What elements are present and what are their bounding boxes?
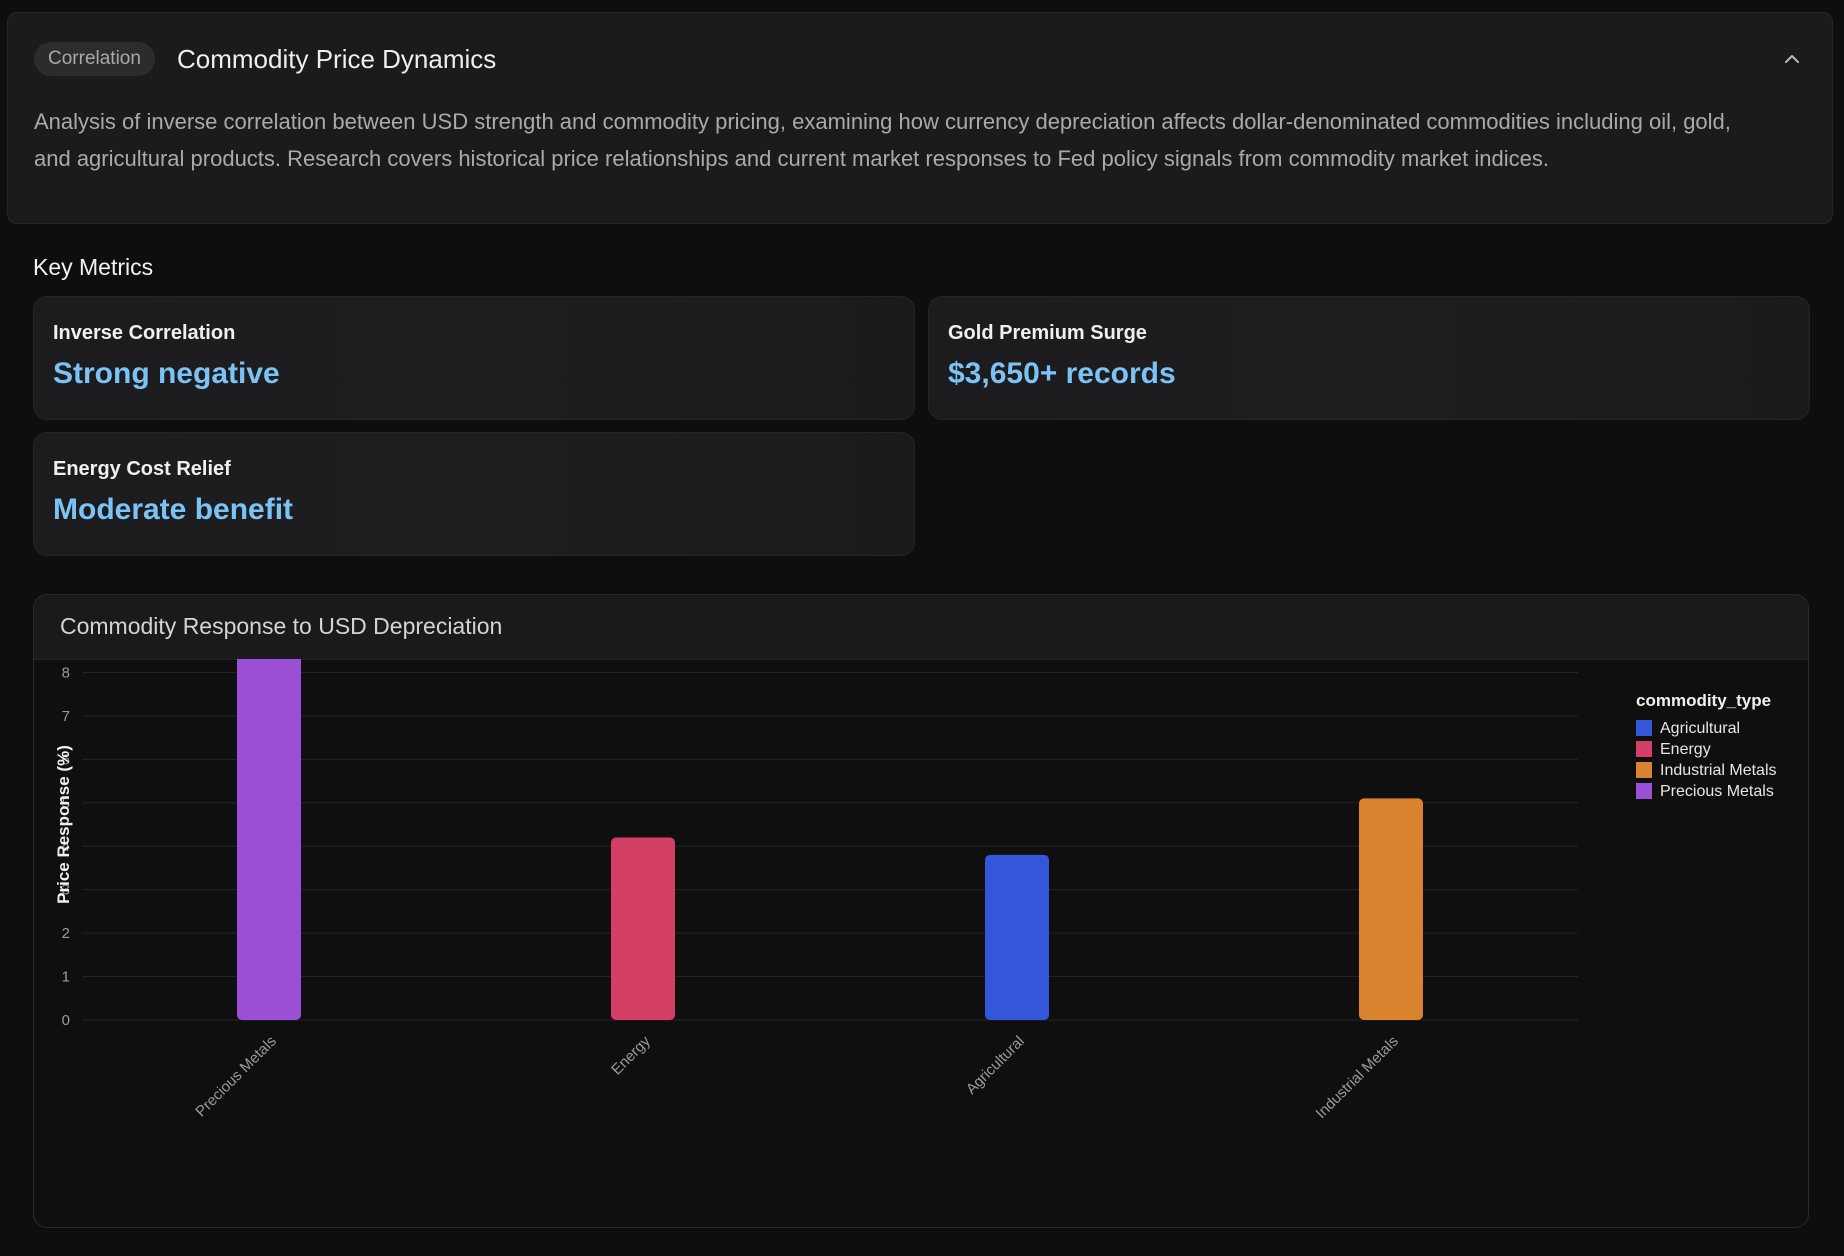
metric-label: Inverse Correlation <box>53 322 236 344</box>
legend-item-label: Energy <box>1660 741 1711 758</box>
x-tick-label: Energy <box>608 1032 654 1078</box>
y-axis-ticks: 0123456789 <box>62 664 70 1029</box>
legend-swatch <box>1636 762 1652 778</box>
metric-card-gold-premium: Gold Premium Surge $3,650+ records <box>928 296 1810 420</box>
metric-card-energy-cost: Energy Cost Relief Moderate benefit <box>33 432 915 556</box>
legend-item-label: Precious Metals <box>1660 783 1774 800</box>
metric-card-inverse-correlation: Inverse Correlation Strong negative <box>33 296 915 420</box>
bar-precious-metals[interactable] <box>237 659 301 1020</box>
metric-value: Strong negative <box>53 357 280 390</box>
legend-item-label: Agricultural <box>1660 720 1740 737</box>
legend-swatch <box>1636 783 1652 799</box>
legend-swatch <box>1636 741 1652 757</box>
section-description: Analysis of inverse correlation between … <box>34 109 1731 171</box>
legend-item-label: Industrial Metals <box>1660 762 1777 779</box>
y-tick-label: 3 <box>62 882 70 899</box>
legend-title: commodity_type <box>1636 691 1771 710</box>
y-tick-label: 7 <box>62 708 70 725</box>
metric-value: Moderate benefit <box>53 493 294 526</box>
chart-title: Commodity Response to USD Depreciation <box>60 613 503 639</box>
y-tick-label: 4 <box>62 838 70 855</box>
section-header-card: Correlation Commodity Price Dynamics Ana… <box>7 12 1833 224</box>
chevron-up-icon <box>1785 55 1799 63</box>
legend: commodity_type Agricultural Energy Industr… <box>1636 691 1777 800</box>
section-title: Commodity Price Dynamics <box>177 44 497 74</box>
bar-agricultural[interactable] <box>985 854 1049 1020</box>
y-tick-label: 1 <box>62 969 70 986</box>
y-tick-label: 6 <box>62 751 70 768</box>
y-tick-label: 8 <box>62 664 70 681</box>
y-tick-label: 5 <box>62 795 70 812</box>
collapse-button[interactable] <box>1780 47 1804 71</box>
metric-label: Gold Premium Surge <box>948 322 1147 344</box>
key-metrics-title: Key Metrics <box>33 254 154 280</box>
bar-industrial-metals[interactable] <box>1359 798 1423 1020</box>
chart-header: Commodity Response to USD Depreciation <box>34 595 1808 660</box>
legend-swatch <box>1636 720 1652 736</box>
bars <box>237 659 1423 1020</box>
metric-value: $3,650+ records <box>948 357 1176 390</box>
category-badge: Correlation <box>34 42 155 76</box>
x-tick-label: Agricultural <box>963 1033 1028 1098</box>
bar-energy[interactable] <box>611 837 675 1020</box>
grid-lines <box>82 671 1578 1021</box>
bar-chart: 0123456789 Precious MetalsEnergyAgricult… <box>54 659 1777 1122</box>
metric-label: Energy Cost Relief <box>53 458 231 480</box>
chart-card: Commodity Response to USD Depreciation 0… <box>33 594 1809 1228</box>
x-tick-label: Precious Metals <box>192 1033 279 1120</box>
y-axis-title: Price Response (%) <box>54 745 73 904</box>
y-tick-label: 0 <box>62 1012 70 1029</box>
x-axis-ticks: Precious Metals Energy Agricultural Industr… <box>192 1032 1401 1122</box>
x-tick-label: Industrial Metals <box>1313 1033 1402 1122</box>
y-tick-label: 2 <box>62 925 70 942</box>
